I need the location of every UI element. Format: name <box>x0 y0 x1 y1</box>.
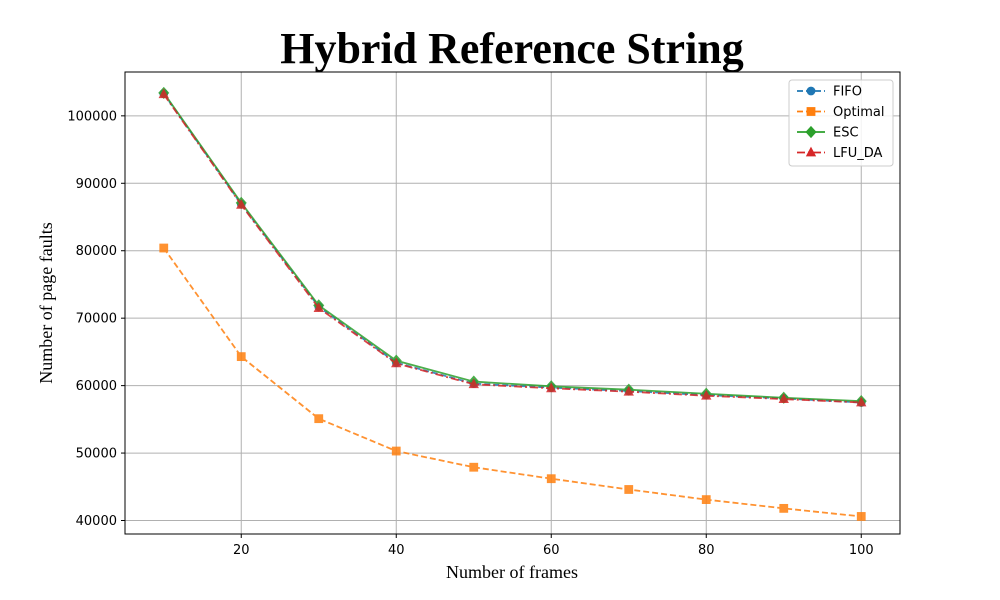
legend-item: ESC <box>797 126 859 141</box>
data-point <box>546 474 556 484</box>
y-tick-label: 100000 <box>67 109 117 124</box>
data-point <box>701 495 711 505</box>
x-tick-label: 80 <box>698 543 715 558</box>
plot-frame <box>124 71 901 535</box>
legend-label: Optimal <box>833 105 884 120</box>
legend: FIFO Optimal ESC LFU_DA <box>788 79 894 167</box>
data-point <box>468 378 479 389</box>
y-tick-label: 80000 <box>76 244 117 259</box>
y-tick-label: 70000 <box>76 312 117 327</box>
series-lfu-da <box>158 88 867 407</box>
data-point <box>313 302 324 312</box>
y-axis-label: Number of page faults <box>36 222 56 383</box>
y-tick-label: 50000 <box>76 447 117 462</box>
x-tick-label: 20 <box>233 543 250 558</box>
data-point <box>624 485 634 494</box>
legend-box <box>788 79 894 167</box>
series-line <box>163 92 862 403</box>
x-tick-label: 100 <box>849 543 874 558</box>
y-tick-label: 90000 <box>76 177 117 192</box>
legend-marker <box>805 146 817 157</box>
series-line <box>163 247 862 518</box>
y-tick-label: 60000 <box>76 379 117 394</box>
data-point <box>546 382 557 393</box>
legend-marker <box>805 125 817 139</box>
data-point <box>236 199 247 209</box>
data-point <box>391 357 402 368</box>
chart-title: Hybrid Reference String <box>280 24 744 73</box>
x-tick-label: 60 <box>543 543 560 558</box>
data-point <box>856 512 866 521</box>
series-line <box>163 93 862 404</box>
data-point <box>778 393 789 404</box>
data-point <box>391 446 401 456</box>
series-line <box>163 93 862 404</box>
legend-label: ESC <box>833 126 859 141</box>
data-point <box>314 414 324 424</box>
series-esc <box>158 86 867 408</box>
legend-item: LFU_DA <box>797 146 883 161</box>
grid <box>125 72 900 534</box>
series-optimal <box>159 243 866 521</box>
x-axis-label: Number of frames <box>446 562 578 582</box>
data-point <box>701 389 712 400</box>
legend-marker <box>806 107 816 116</box>
x-tick-label: 40 <box>388 543 405 558</box>
series-fifo <box>159 89 866 407</box>
ticks: 20 40 60 80 100 40000 50000 60000 70000 80000 9000… <box>67 109 873 558</box>
y-tick-label: 40000 <box>76 514 117 529</box>
data-point <box>856 396 867 407</box>
data-point <box>158 88 169 99</box>
data-point <box>236 352 246 362</box>
legend-marker <box>806 86 816 96</box>
legend-label: FIFO <box>833 85 862 100</box>
data-point <box>159 243 169 253</box>
data-point <box>779 503 789 513</box>
series-group <box>158 86 867 521</box>
data-point <box>469 462 479 472</box>
legend-label: LFU_DA <box>833 146 883 161</box>
data-point <box>623 385 634 396</box>
legend-item: Optimal <box>797 105 884 120</box>
legend-item: FIFO <box>797 85 862 100</box>
